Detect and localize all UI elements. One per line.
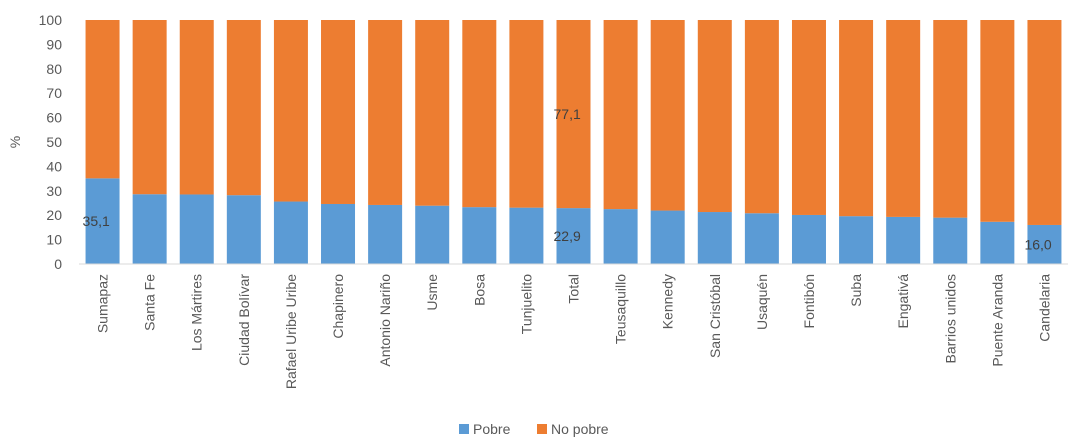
x-label-los-martires: Los Mártires [189,274,205,351]
bar-no-pobre-kennedy [650,20,685,211]
x-label-ciudad-bolivar: Ciudad Bolívar [236,274,252,366]
bar-pobre-san-cristobal [697,212,732,264]
y-tick-30: 30 [46,183,62,199]
x-label-candelaria: Candelaria [1036,274,1052,342]
x-label-usme: Usme [424,274,440,311]
bar-no-pobre-rafael-uribe-uribe [273,20,308,202]
x-label-teusaquillo: Teusaquillo [613,274,629,344]
bar-pobre-kennedy [650,210,685,264]
bar-pobre-barrios-unidos [933,217,968,264]
y-axis-label: % [7,136,23,148]
data-label-pobre-sumapaz: 35,1 [83,213,110,229]
y-tick-40: 40 [46,158,62,174]
bar-no-pobre-suba [839,20,874,217]
bar-no-pobre-los-martires [179,20,214,195]
bar-no-pobre-total [556,20,591,209]
data-label-no-pobre-total: 77,1 [554,106,581,122]
x-label-bosa: Bosa [471,274,487,306]
bar-pobre-teusaquillo [603,209,638,264]
bar-pobre-total [556,208,591,264]
y-tick-20: 20 [46,207,62,223]
bar-pobre-ciudad-bolivar [226,195,261,264]
x-label-barrios-unidos: Barrios unidos [942,274,958,364]
bar-pobre-santa-fe [132,194,167,264]
bar-pobre-tunjuelito [509,207,544,264]
x-label-usaquen: Usaquén [754,274,770,330]
bars [85,20,1062,264]
x-axis-labels: Sumapaz Santa Fe Los Mártires Ciudad Bolíva… [95,274,1053,390]
bar-no-pobre-antonio-narino [368,20,403,205]
y-tick-50: 50 [46,134,62,150]
data-label-pobre-total: 22,9 [554,228,581,244]
x-label-san-cristobal: San Cristóbal [707,274,723,358]
legend-label-pobre: Pobre [473,421,511,437]
y-tick-90: 90 [46,36,62,52]
y-tick-70: 70 [46,85,62,101]
data-label-pobre-candelaria: 16,0 [1024,236,1051,252]
bar-no-pobre-barrios-unidos [933,20,968,218]
bar-pobre-rafael-uribe-uribe [273,201,308,264]
bar-pobre-puente-aranda [980,221,1015,264]
bar-no-pobre-santa-fe [132,20,167,195]
bar-no-pobre-bosa [462,20,497,208]
legend-label-no-pobre: No pobre [551,421,609,437]
bar-pobre-bosa [462,207,497,264]
bar-pobre-engativa [886,216,921,264]
bar-pobre-sumapaz [85,178,120,264]
y-axis-ticks: 0 10 20 30 40 50 60 70 80 90 100 [39,12,63,272]
bar-pobre-los-martires [179,194,214,264]
bar-pobre-usaquen [744,213,779,264]
bar-pobre-chapinero [321,203,356,264]
bar-no-pobre-puente-aranda [980,20,1015,222]
bar-no-pobre-usme [415,20,450,206]
x-label-total: Total [566,274,582,304]
bar-no-pobre-candelaria [1027,20,1062,225]
bar-no-pobre-usaquen [744,20,779,214]
x-label-kennedy: Kennedy [660,274,676,329]
bar-no-pobre-san-cristobal [697,20,732,213]
bar-pobre-fontibon [791,214,826,264]
x-label-engativa: Engativá [895,274,911,329]
bar-no-pobre-teusaquillo [603,20,638,210]
x-label-tunjuelito: Tunjuelito [518,274,534,334]
bar-no-pobre-chapinero [321,20,356,204]
bar-no-pobre-ciudad-bolivar [226,20,261,196]
legend-swatch-pobre [459,424,469,434]
x-label-antonio-narino: Antonio Nariño [377,274,393,367]
bar-pobre-antonio-narino [368,204,403,264]
bar-pobre-candelaria [1027,224,1062,264]
bar-no-pobre-sumapaz [85,20,120,179]
legend: Pobre No pobre [459,421,609,437]
y-tick-80: 80 [46,61,62,77]
bar-pobre-usme [415,205,450,264]
x-label-rafael-uribe-uribe: Rafael Uribe Uribe [283,274,299,389]
data-labels: 35,1 77,1 22,9 16,0 [83,106,1052,252]
x-label-sumapaz: Sumapaz [95,274,111,333]
x-label-puente-aranda: Puente Aranda [989,274,1005,367]
x-label-santa-fe: Santa Fe [142,274,158,331]
y-tick-10: 10 [46,232,62,248]
y-tick-0: 0 [54,256,62,272]
bar-no-pobre-engativa [886,20,921,217]
bar-no-pobre-fontibon [791,20,826,215]
y-tick-100: 100 [39,12,63,28]
x-label-fontibon: Fontibón [801,274,817,328]
y-tick-60: 60 [46,110,62,126]
x-label-suba: Suba [848,274,864,307]
bar-no-pobre-tunjuelito [509,20,544,208]
legend-swatch-no-pobre [537,424,547,434]
bar-pobre-suba [839,216,874,264]
x-label-chapinero: Chapinero [330,274,346,339]
